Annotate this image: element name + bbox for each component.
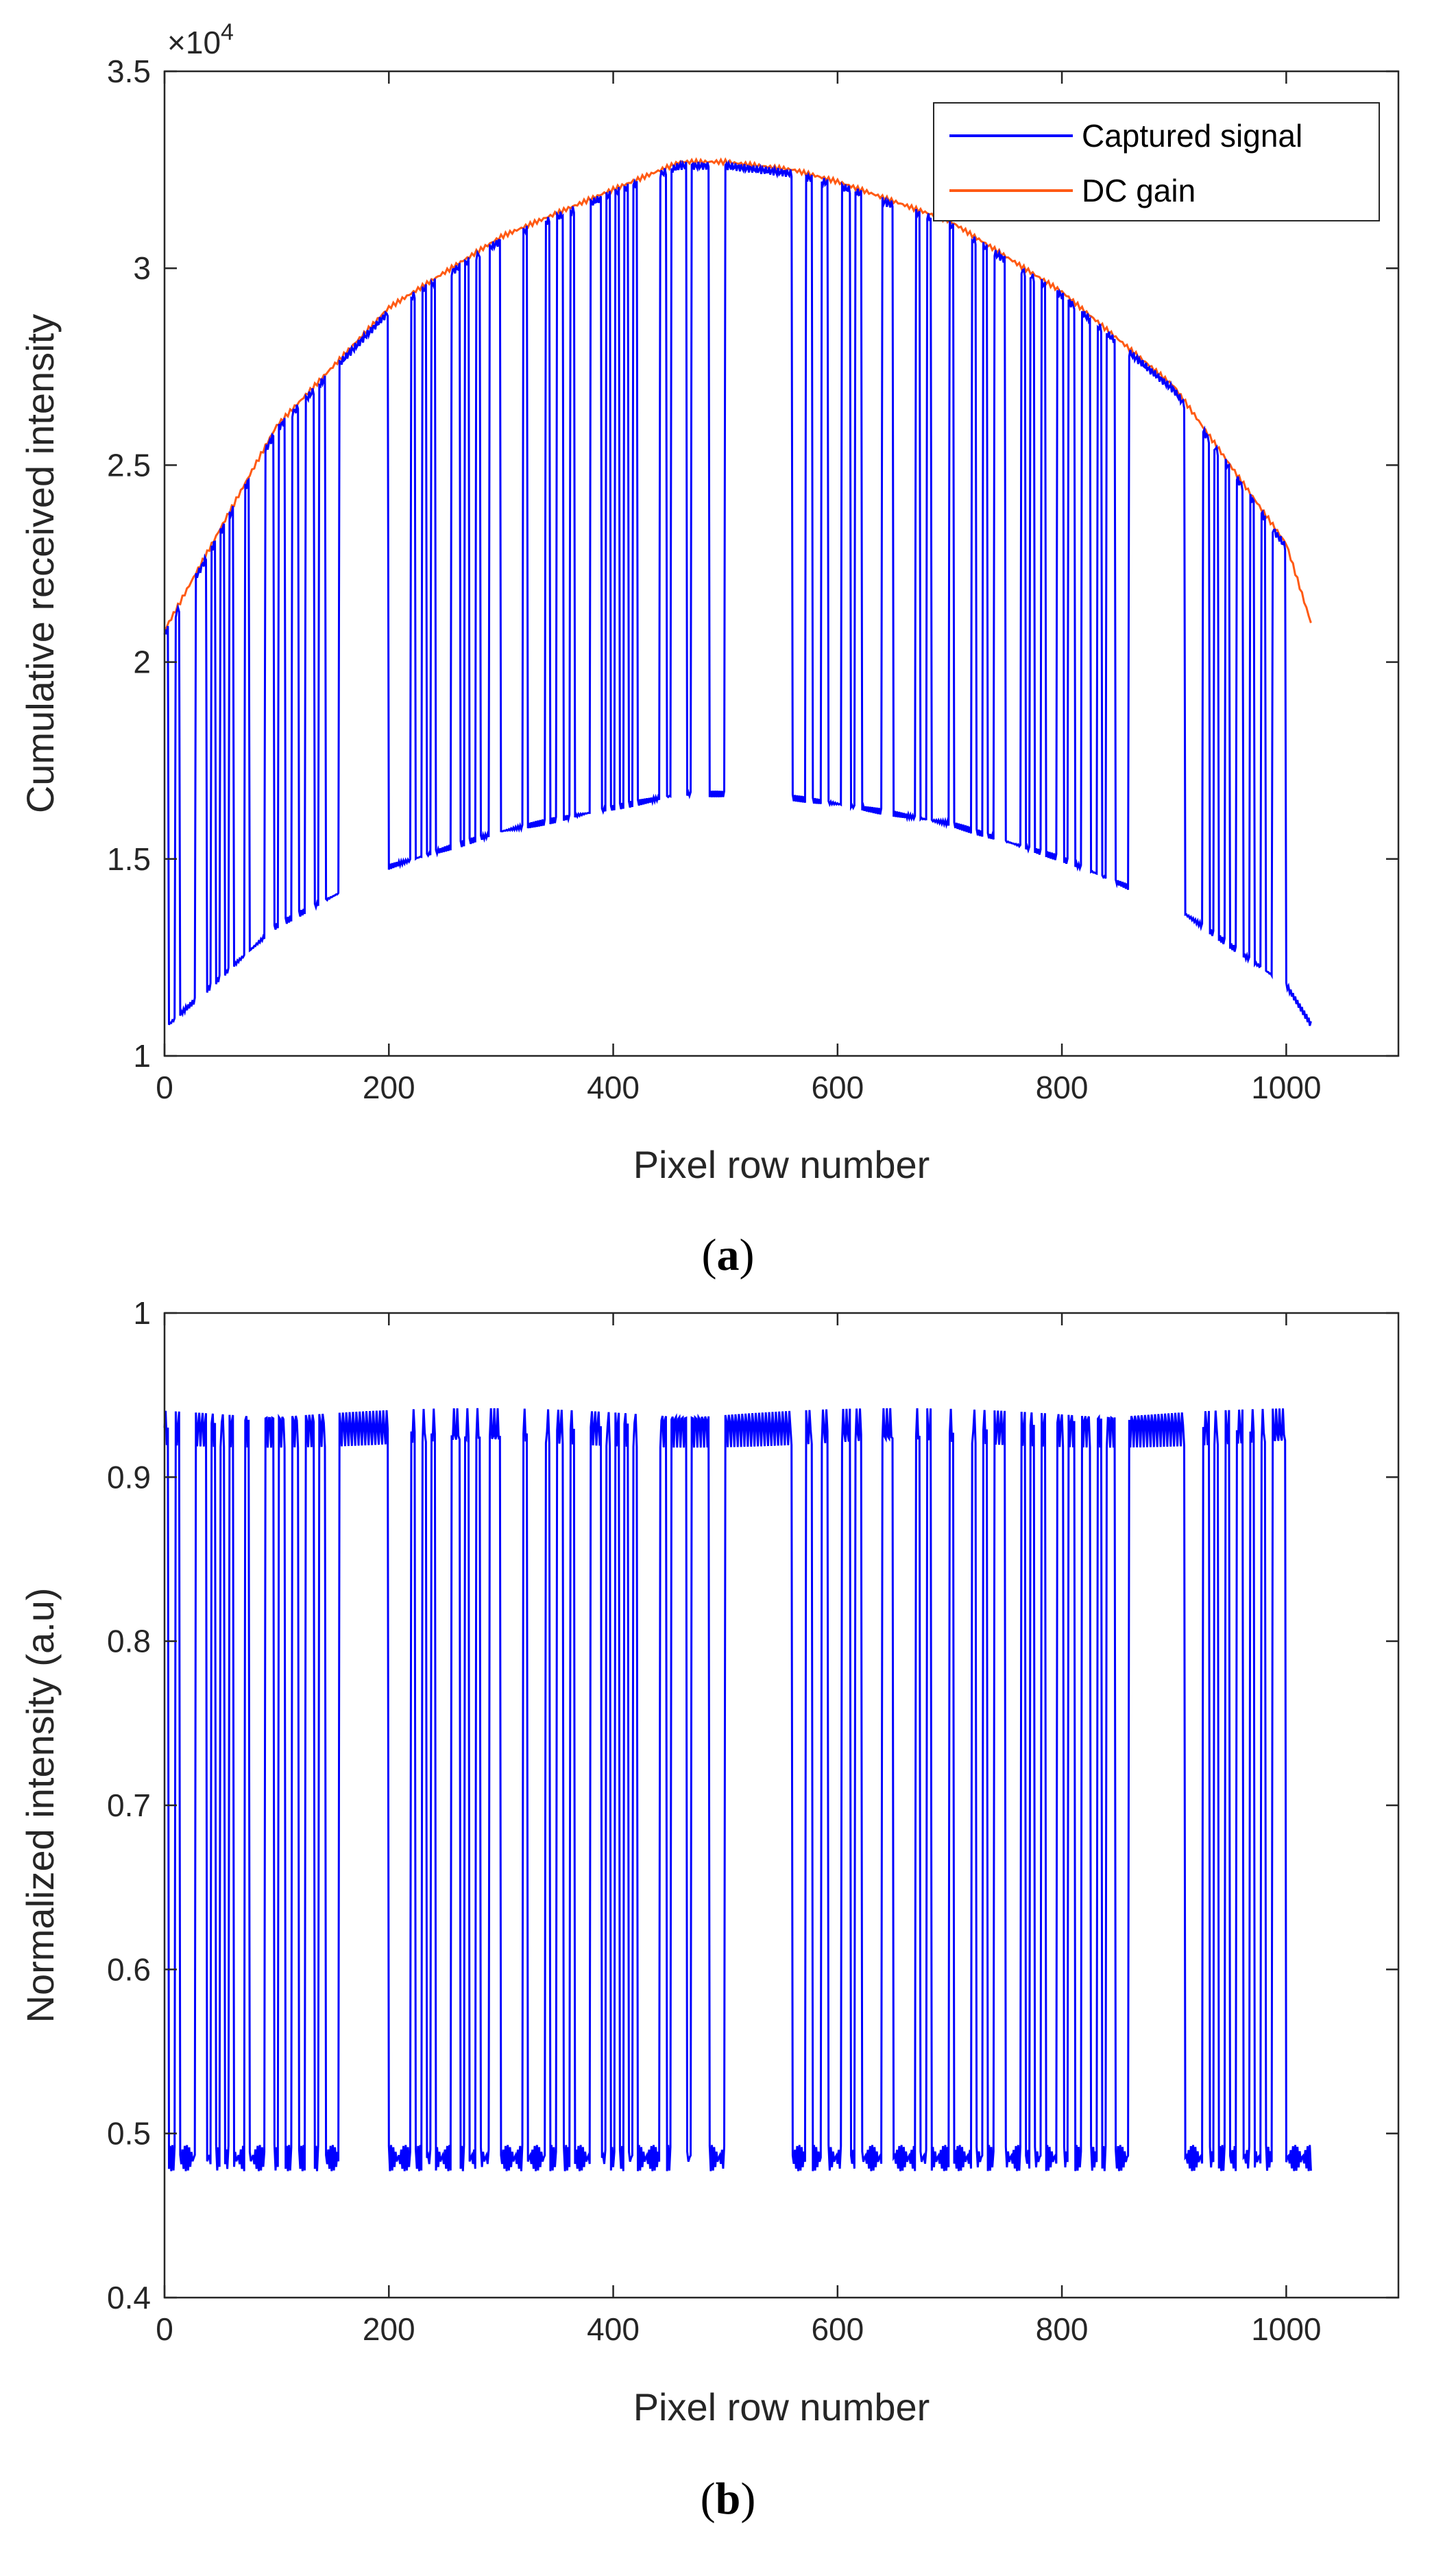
legend-label-captured-signal: Captured signal xyxy=(1082,118,1302,154)
panel-b-y-tick-label: 0.6 xyxy=(107,1951,151,1987)
panel-a-y-tick-label: 2.5 xyxy=(107,447,151,483)
panel-a-x-tick-label: 400 xyxy=(587,1070,640,1105)
panel-a-plot-area xyxy=(165,71,1398,1056)
panel-b-y-tick-label: 0.8 xyxy=(107,1624,151,1659)
panel-a: 0 200 400 600 800 1000 1 1.5 2 2.5 3 3.5 ×104 Pixel… xyxy=(19,19,1400,1280)
panel-b-y-tick-label: 0.5 xyxy=(107,2116,151,2152)
panel-a-x-tick-label: 0 xyxy=(156,1070,173,1105)
panel-b-y-tick-label: 0.9 xyxy=(107,1459,151,1495)
panel-a-y-exponent: ×104 xyxy=(167,19,234,60)
panel-b-series-group xyxy=(163,1408,1312,2171)
series-line-captured-signal xyxy=(163,159,1312,1026)
panel-a-legend: Captured signal DC gain xyxy=(933,102,1380,221)
panel-b-y-tick-label: 0.4 xyxy=(107,2280,151,2315)
panel-a-y-axis-label: Cumulative received intensity xyxy=(19,314,62,813)
panel-a-x-tick-label: 200 xyxy=(363,1070,415,1105)
panel-b-x-tick-label: 400 xyxy=(587,2311,640,2347)
panel-a-y-tick-label: 1.5 xyxy=(107,841,151,877)
panel-a-x-tick-label: 1000 xyxy=(1251,1070,1321,1105)
legend-label-dc-gain: DC gain xyxy=(1082,173,1196,208)
panel-b-y-tick-label: 1 xyxy=(133,1295,151,1331)
panel-a-x-tick-label: 800 xyxy=(1036,1070,1089,1105)
panel-b-y-axis-label: Normalized intensity (a.u) xyxy=(19,1588,62,2023)
panel-b-x-axis-label: Pixel row number xyxy=(633,2385,930,2429)
panel-b-x-tick-label: 200 xyxy=(363,2311,415,2347)
panel-a-y-tick-label: 2 xyxy=(133,645,151,680)
panel-b-y-tick-label: 0.7 xyxy=(107,1787,151,1823)
panel-b-ticks: 0 200 400 600 800 1000 0.4 0.5 0.6 0.7 0.8 0.9 1 xyxy=(107,1295,1398,2347)
caption-a: (a) xyxy=(702,1230,755,1280)
panel-a-y-tick-label: 3 xyxy=(133,250,151,286)
panel-b-x-tick-label: 1000 xyxy=(1251,2311,1321,2347)
panel-a-x-axis-label: Pixel row number xyxy=(633,1143,930,1186)
panel-b-x-tick-label: 800 xyxy=(1036,2311,1089,2347)
panel-b-x-tick-label: 0 xyxy=(156,2311,173,2347)
panel-a-y-tick-label: 1 xyxy=(133,1038,151,1074)
caption-b: (b) xyxy=(701,2474,756,2524)
panel-a-y-tick-label: 3.5 xyxy=(107,53,151,89)
panel-a-axes-frame xyxy=(163,70,1400,1057)
panel-b-plot-area xyxy=(165,1313,1398,2298)
series-line-dc-gain xyxy=(163,157,1312,631)
panel-a-x-tick-label: 600 xyxy=(811,1070,864,1105)
panel-b: 0 200 400 600 800 1000 0.4 0.5 0.6 0.7 0.8 0.9 1 Pix… xyxy=(19,1295,1400,2524)
panel-b-x-tick-label: 600 xyxy=(811,2311,864,2347)
panel-a-series-group xyxy=(163,157,1312,1026)
legend-box xyxy=(933,102,1380,221)
series-line-normalized-signal xyxy=(163,1408,1312,2171)
panel-a-ticks: 0 200 400 600 800 1000 1 1.5 2 2.5 3 3.5 xyxy=(107,53,1398,1105)
